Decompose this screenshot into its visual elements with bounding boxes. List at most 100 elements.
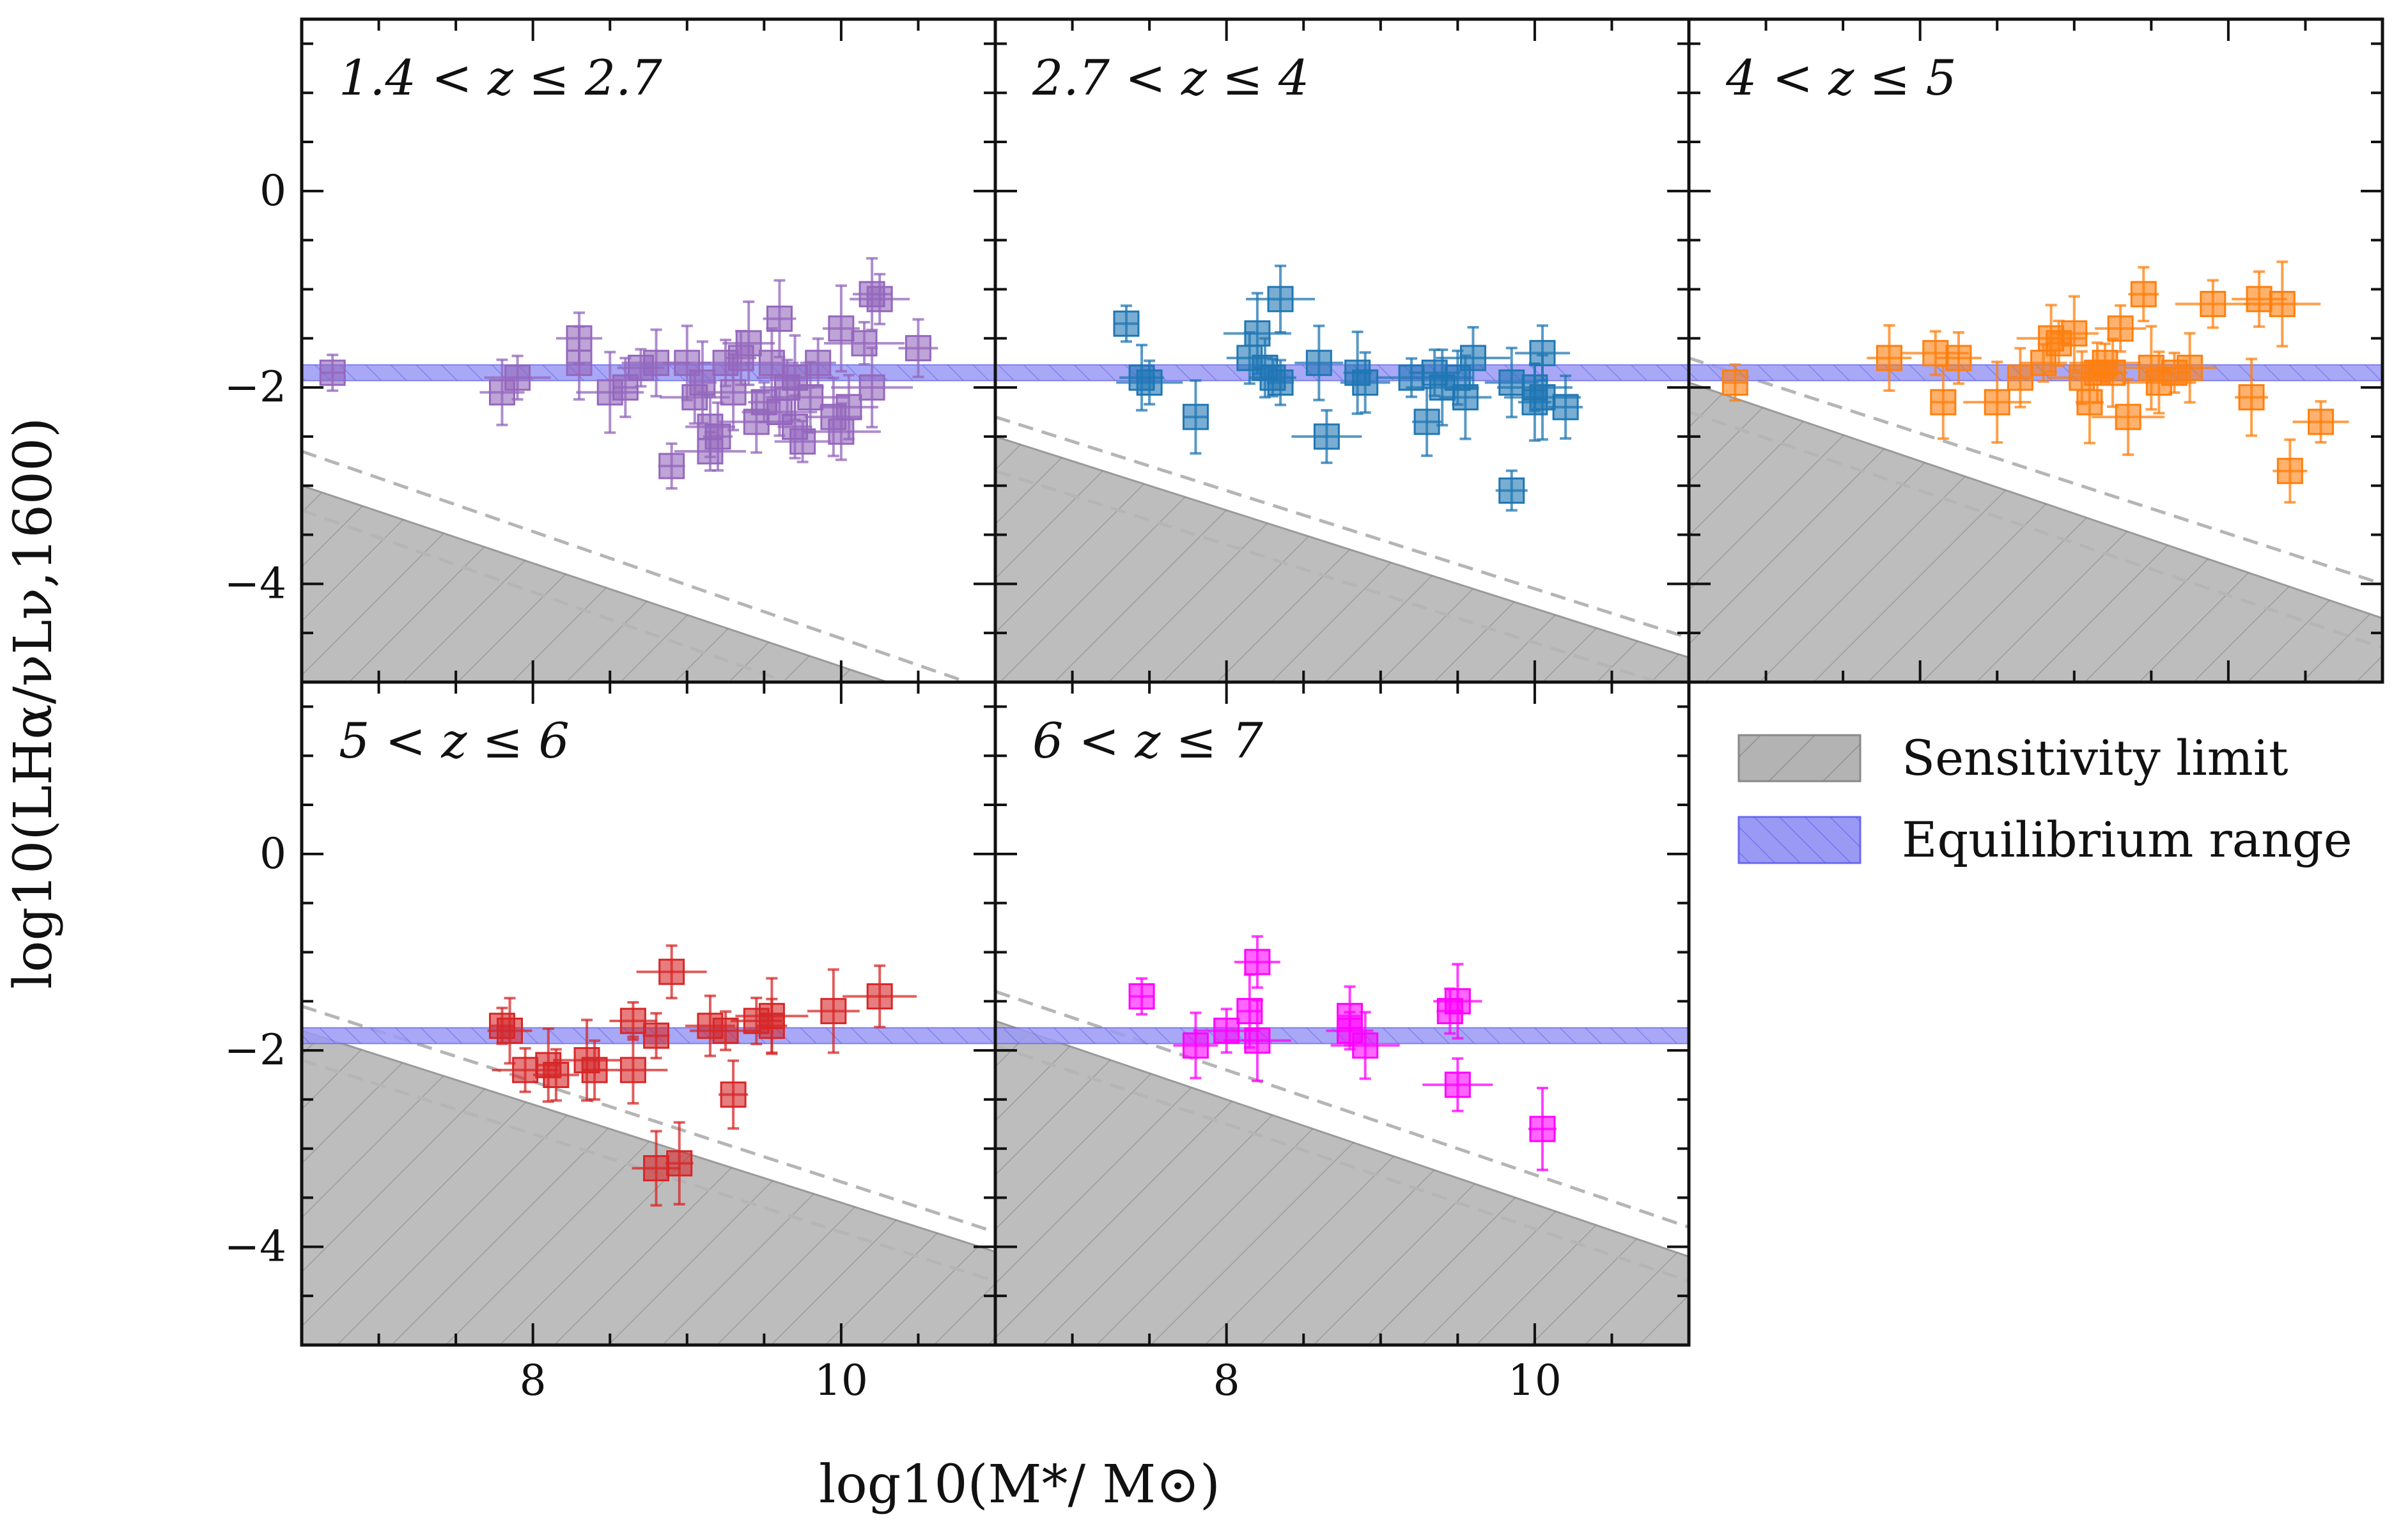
data-point [819,373,878,440]
data-point [636,944,707,1000]
dashed-line-1 [302,449,972,682]
y-tick-label: −4 [224,559,286,608]
data-point [722,300,775,386]
x-tick-label: 8 [520,1356,547,1405]
data-point [1116,359,1183,406]
data-point [1193,1007,1260,1054]
y-tick-label: 0 [260,166,286,215]
panel-5: 8 10 [993,680,1691,1405]
data-point [703,401,733,472]
data-point [2095,304,2147,353]
ticks [995,19,1689,682]
panel-frame [993,680,1691,1347]
data-point [2007,346,2033,408]
dashed-line-2 [302,508,792,682]
y-tick-label: −2 [224,362,286,412]
data-point [1291,408,1362,464]
data-point [1330,1011,1400,1080]
ticks [1689,19,2382,682]
data-point [2292,400,2349,444]
panel-4: 0 −2 −4 8 10 [224,680,997,1405]
data-point [822,284,860,373]
data-point [2049,295,2099,372]
data-point [484,354,551,401]
data-point [2175,279,2251,329]
panel-label-4: 5 < z ≤ 6 [339,712,570,769]
x-tick-label: 10 [814,1356,868,1405]
data-point [1484,346,1539,419]
data-point [665,1121,694,1206]
data-point [1267,359,1294,407]
panel-frame [1687,17,2384,684]
data-point [1294,324,1344,401]
data-point [850,272,910,325]
data-point [609,1001,657,1041]
ticks [302,682,995,1345]
data-point [1173,1011,1218,1080]
data-point [2244,260,2321,348]
data-point [658,442,685,490]
dashed-line-2 [995,1044,1689,1283]
legend: Sensitivity limit Equilibrium range [1737,729,2352,868]
data-point [642,1012,670,1060]
panel-label-5: 6 < z ≤ 7 [1032,712,1263,769]
data-point [487,997,532,1065]
legend-label-sensitivity: Sensitivity limit [1902,729,2288,786]
legend-label-equilibrium: Equilibrium range [1902,811,2352,868]
data-point [1930,364,1957,440]
data-point [1867,324,1912,393]
y-tick-label: 0 [260,829,286,878]
data-point [1113,304,1140,343]
data-point [756,997,788,1054]
data-point [556,311,602,366]
data-point [1548,374,1583,440]
data-point [492,1046,559,1093]
ticks [302,19,995,682]
data-point [1234,935,1280,989]
data-point [1340,351,1390,414]
data-point [719,1059,749,1130]
ticks [995,682,1689,1345]
data-point [800,337,836,389]
data-point [824,320,905,366]
data-point [532,1048,579,1102]
data-point [1721,363,1748,402]
panel-label-2: 2.7 < z ≤ 4 [1032,49,1309,106]
panel-label-3: 4 < z ≤ 5 [1725,49,1957,106]
data-point [763,279,796,359]
data-point [1182,379,1209,455]
dashed-line-2 [1689,410,2382,649]
data-point [319,354,346,393]
panel-2 [993,17,1691,684]
data-point [1223,999,1291,1082]
data-point [1436,326,1511,391]
data-point [843,964,917,1029]
data-point [807,968,860,1054]
data-point [2092,378,2165,456]
dashed-line-1 [1689,356,2382,586]
data-point [690,1010,762,1052]
data-point [2273,438,2308,504]
data-point [632,1130,681,1207]
data-point [2075,360,2104,445]
data-point [1528,1087,1557,1172]
data-point [774,419,831,463]
data-point [2163,332,2217,404]
data-point [1935,331,1982,385]
data-point [1433,963,1482,1040]
data-point [1495,469,1528,512]
panel-1: 0 −2 −4 [224,17,997,684]
data-point [2235,357,2269,437]
data-point [1246,264,1316,334]
data-point [831,346,913,429]
panel-label-1: 1.4 < z ≤ 2.7 [339,49,662,106]
data-point [688,340,717,425]
y-axis-title: log10(LHα/νLν,1600) [3,417,64,989]
y-tick-label: −4 [224,1222,286,1271]
x-tick-label: 8 [1213,1356,1240,1405]
data-point [598,1035,668,1105]
data-point [898,318,938,378]
x-tick-label: 10 [1508,1356,1562,1405]
y-tick-label: −2 [224,1025,286,1075]
